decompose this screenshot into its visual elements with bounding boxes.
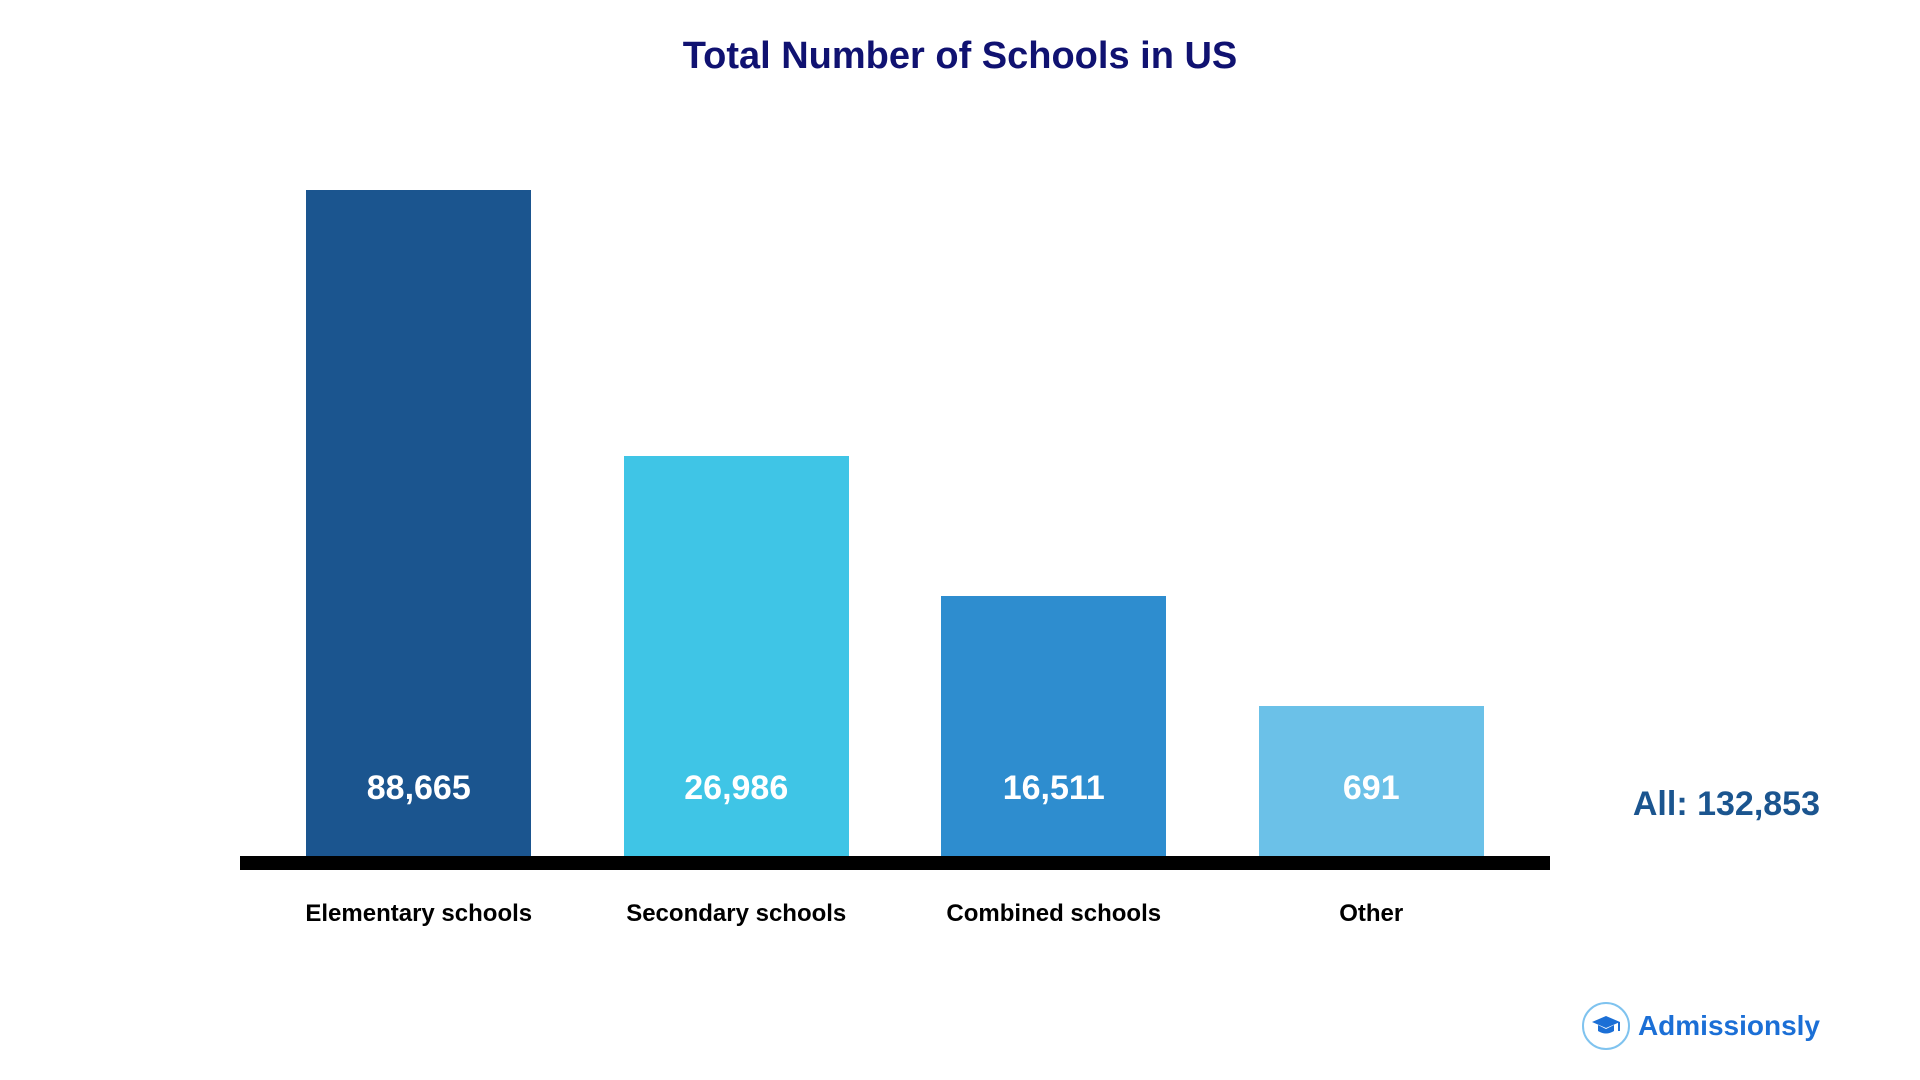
bar-label: Secondary schools: [578, 900, 896, 928]
bar-label: Other: [1213, 900, 1531, 928]
total-prefix: All:: [1633, 785, 1697, 823]
bar-label: Combined schools: [895, 900, 1213, 928]
brand-logo: Admissionsly: [1582, 1002, 1820, 1050]
bar-group: 26,986: [578, 456, 896, 856]
total-value: 132,853: [1697, 785, 1820, 823]
bar-group: 16,511: [895, 596, 1213, 856]
brand-text: Admissionsly: [1638, 1010, 1820, 1042]
bars-container: 88,665 26,986 16,511 691: [240, 190, 1550, 870]
bar-group: 691: [1213, 706, 1531, 856]
bar-value: 16,511: [1003, 769, 1105, 808]
bar-value: 26,986: [684, 769, 788, 808]
bar-value: 88,665: [367, 769, 471, 808]
bar-group: 88,665: [260, 190, 578, 856]
bar-other: 691: [1259, 706, 1484, 856]
chart-title: Total Number of Schools in US: [0, 0, 1920, 78]
bar-elementary: 88,665: [306, 190, 531, 856]
graduation-cap-icon: [1582, 1002, 1630, 1050]
bar-value: 691: [1343, 769, 1400, 808]
bar-secondary: 26,986: [624, 456, 849, 856]
chart-area: 88,665 26,986 16,511 691 Elementary scho…: [240, 190, 1550, 870]
labels-row: Elementary schools Secondary schools Com…: [240, 900, 1550, 928]
total-label: All: 132,853: [1633, 785, 1820, 824]
bar-label: Elementary schools: [260, 900, 578, 928]
bar-combined: 16,511: [941, 596, 1166, 856]
